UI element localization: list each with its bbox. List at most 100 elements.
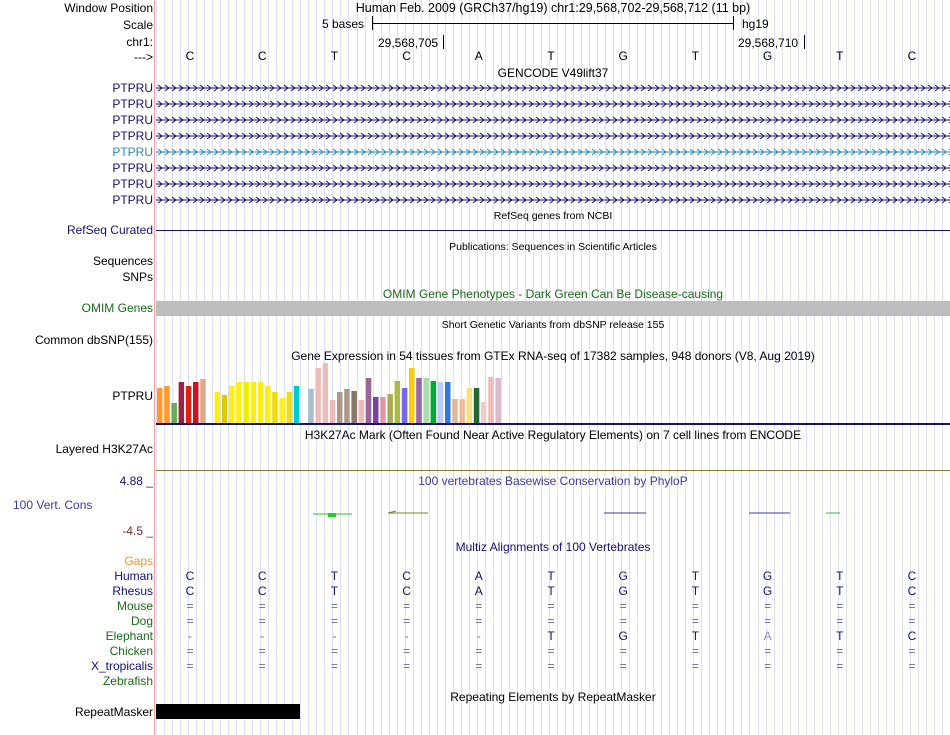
multiz-species-label[interactable]: Human: [114, 569, 153, 583]
gtex-tissue-bar[interactable]: [466, 388, 473, 423]
gtex-tissue-bar[interactable]: [265, 386, 271, 423]
gtex-tissue-bar[interactable]: [250, 382, 257, 423]
omim-track-label[interactable]: OMIM Genes: [81, 301, 153, 315]
multiz-species-label[interactable]: Rhesus: [112, 584, 153, 598]
gtex-tissue-bar[interactable]: [200, 379, 206, 423]
gtex-tissue-bar[interactable]: [293, 386, 300, 423]
publications-sequences-label[interactable]: Sequences: [92, 254, 153, 268]
multiz-species-label[interactable]: Elephant: [105, 629, 153, 643]
gtex-tissue-bar[interactable]: [344, 389, 350, 423]
multiz-base: =: [330, 659, 338, 673]
gtex-tissue-bar[interactable]: [257, 382, 264, 423]
multiz-base: =: [691, 644, 699, 658]
gtex-tissue-bar[interactable]: [236, 382, 242, 423]
gtex-tissue-bar[interactable]: [185, 386, 192, 423]
h3k27ac-track-label[interactable]: Layered H3K27Ac: [55, 442, 153, 456]
conservation-plot[interactable]: [156, 506, 950, 520]
gencode-transcript-line[interactable]: [156, 195, 950, 205]
gencode-transcript-label[interactable]: PTPRU: [112, 97, 153, 111]
gtex-tissue-bar[interactable]: [279, 398, 285, 423]
gencode-transcript-line[interactable]: [156, 147, 950, 157]
gtex-expression-bars[interactable]: [156, 363, 536, 425]
gencode-transcript-label[interactable]: PTPRU: [112, 177, 153, 191]
gtex-tissue-bar[interactable]: [164, 386, 170, 423]
gtex-tissue-bar[interactable]: [473, 388, 480, 423]
base-letter: C: [402, 49, 411, 63]
gencode-transcript-label[interactable]: PTPRU: [112, 113, 153, 127]
gencode-transcript-line[interactable]: [156, 179, 950, 189]
multiz-species-label[interactable]: Mouse: [116, 599, 153, 613]
conservation-track-label[interactable]: 100 Vert. Cons: [13, 498, 93, 512]
multiz-gaps-label[interactable]: Gaps: [124, 554, 153, 568]
gtex-tissue-bar[interactable]: [437, 382, 444, 423]
gtex-tissue-bar[interactable]: [171, 403, 177, 423]
gtex-tissue-bar[interactable]: [452, 399, 458, 423]
gencode-transcript-label[interactable]: PTPRU: [112, 81, 153, 95]
gencode-transcript-line[interactable]: [156, 99, 950, 109]
gtex-tissue-bar[interactable]: [430, 381, 437, 423]
gtex-tissue-bar[interactable]: [315, 368, 321, 423]
gtex-tissue-bar[interactable]: [401, 388, 408, 423]
multiz-base: =: [619, 644, 627, 658]
gtex-tissue-bar[interactable]: [387, 394, 393, 423]
repeatmasker-track-label[interactable]: RepeatMasker: [74, 705, 153, 719]
gtex-tissue-bar[interactable]: [351, 391, 357, 423]
gridline: [717, 0, 719, 735]
gencode-transcript-line[interactable]: [156, 115, 950, 125]
gtex-tissue-bar[interactable]: [178, 382, 185, 423]
gtex-tissue-bar[interactable]: [322, 363, 329, 423]
gtex-tissue-bar[interactable]: [380, 397, 386, 423]
scale-tick-right: [733, 16, 734, 30]
gtex-tissue-bar[interactable]: [488, 377, 494, 423]
multiz-species-label[interactable]: Zebrafish: [102, 674, 153, 688]
gtex-tissue-bar[interactable]: [193, 382, 199, 423]
gtex-tissue-bar[interactable]: [221, 395, 228, 423]
gtex-tissue-bar[interactable]: [365, 378, 372, 423]
multiz-base: =: [619, 599, 627, 613]
gtex-tissue-bar[interactable]: [423, 378, 429, 423]
gtex-tissue-bar[interactable]: [272, 392, 278, 423]
gtex-tissue-bar[interactable]: [495, 378, 501, 423]
gtex-track-label[interactable]: PTPRU: [112, 389, 153, 403]
gencode-transcript-label[interactable]: PTPRU: [112, 193, 153, 207]
gtex-tissue-bar[interactable]: [286, 392, 293, 423]
multiz-base: =: [258, 599, 266, 613]
dbsnp-track-label[interactable]: Common dbSNP(155): [34, 333, 153, 347]
gtex-tissue-bar[interactable]: [409, 368, 415, 423]
strand-label: --->: [134, 50, 153, 64]
gencode-transcript-line[interactable]: [156, 131, 950, 141]
multiz-base: =: [908, 614, 916, 628]
gtex-tissue-bar[interactable]: [308, 389, 314, 423]
publications-snps-label[interactable]: SNPs: [122, 270, 153, 284]
multiz-species-label[interactable]: X_tropicalis: [90, 659, 153, 673]
multiz-base: T: [547, 584, 555, 598]
gtex-tissue-bar[interactable]: [157, 388, 163, 423]
multiz-species-label[interactable]: Chicken: [109, 644, 153, 658]
repeatmasker-element[interactable]: [156, 704, 300, 719]
gencode-transcript-line[interactable]: [156, 163, 950, 173]
gtex-tissue-bar[interactable]: [358, 400, 365, 423]
gtex-tissue-bar[interactable]: [243, 382, 249, 423]
gencode-transcript-label[interactable]: PTPRU: [112, 129, 153, 143]
gtex-tissue-bar[interactable]: [481, 402, 487, 423]
gtex-tissue-bar[interactable]: [229, 386, 235, 423]
multiz-species-label[interactable]: Dog: [130, 614, 153, 628]
gtex-tissue-bar[interactable]: [337, 392, 343, 423]
refseq-gene-line[interactable]: [156, 230, 950, 231]
gencode-transcript-label[interactable]: PTPRU: [112, 161, 153, 175]
refseq-track-label[interactable]: RefSeq Curated: [66, 223, 153, 237]
gtex-tissue-bar[interactable]: [214, 392, 221, 423]
omim-gene-block[interactable]: [156, 301, 950, 316]
gridline: [861, 0, 863, 735]
base-letter: G: [618, 49, 628, 63]
gtex-tissue-bar[interactable]: [459, 399, 465, 423]
gtex-tissue-bar[interactable]: [329, 400, 336, 423]
gtex-tissue-bar[interactable]: [445, 382, 451, 423]
gtex-tissue-bar[interactable]: [394, 381, 401, 423]
multiz-base: =: [836, 614, 844, 628]
gencode-transcript-line[interactable]: [156, 83, 950, 93]
gtex-tissue-bar[interactable]: [373, 397, 379, 423]
gencode-transcript-label[interactable]: PTPRU: [112, 145, 153, 159]
gtex-tissue-bar[interactable]: [416, 378, 422, 423]
